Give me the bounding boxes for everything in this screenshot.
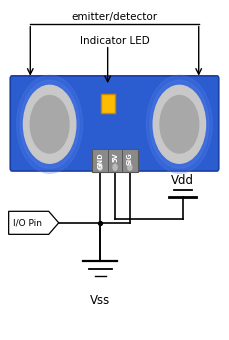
Circle shape [150, 80, 209, 168]
Circle shape [20, 80, 79, 168]
Text: GND: GND [97, 152, 103, 169]
Circle shape [146, 75, 212, 173]
FancyBboxPatch shape [10, 76, 219, 171]
Text: emitter/detector: emitter/detector [71, 12, 158, 22]
Circle shape [17, 75, 83, 173]
Text: Vdd: Vdd [171, 174, 194, 187]
Polygon shape [9, 211, 59, 234]
Circle shape [30, 96, 69, 153]
Text: 5V: 5V [112, 152, 118, 161]
Circle shape [113, 164, 117, 170]
Text: Indicator LED: Indicator LED [80, 36, 149, 46]
Text: SIG: SIG [127, 152, 133, 165]
Circle shape [23, 85, 76, 163]
Text: I/O Pin: I/O Pin [13, 218, 42, 227]
Circle shape [128, 164, 132, 170]
FancyBboxPatch shape [93, 149, 138, 172]
Circle shape [153, 85, 206, 163]
Text: Vss: Vss [90, 294, 110, 307]
Circle shape [98, 164, 102, 170]
FancyBboxPatch shape [101, 95, 114, 114]
Circle shape [160, 96, 199, 153]
